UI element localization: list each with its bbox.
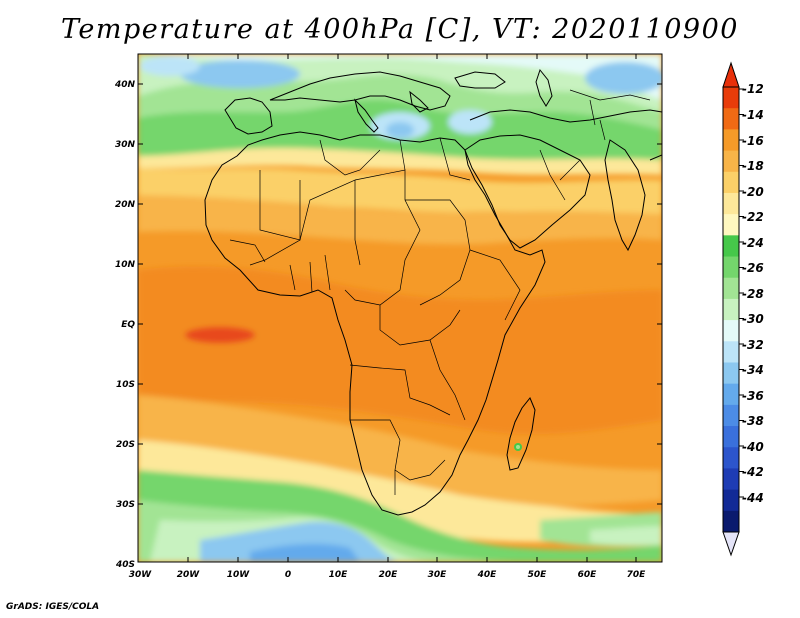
colorbar-label: -34 <box>742 363 764 377</box>
colorbar-segment <box>723 277 739 300</box>
colorbar-segment <box>723 192 739 215</box>
map-frame <box>137 53 663 563</box>
lat-label: 30N <box>115 140 136 150</box>
map-title: Temperature at 400hPa [C], VT: 202011090… <box>61 14 739 45</box>
colorbar-ticks <box>739 88 744 498</box>
temperature-field <box>138 54 662 562</box>
colorbar-segment <box>723 129 739 152</box>
colorbar-segment <box>723 426 739 448</box>
lat-label: 30S <box>116 500 135 510</box>
lon-label: 40E <box>477 570 498 580</box>
lon-label: 50E <box>528 570 548 580</box>
colorbar-segment <box>723 383 739 406</box>
colorbar-segment <box>723 214 739 236</box>
colorbar-segment <box>723 510 739 533</box>
colorbar-segment <box>723 171 739 194</box>
colorbar-top-arrow <box>722 61 740 88</box>
credit-text: GrADS: IGES/COLA <box>6 602 100 612</box>
colorbar-label: -20 <box>742 185 764 199</box>
country-borders <box>229 89 651 495</box>
colorbar-segment <box>723 150 739 173</box>
colorbar-segment <box>723 256 739 279</box>
colorbar-label: -22 <box>742 210 764 224</box>
colorbar-label: -44 <box>742 491 764 505</box>
colorbar: -12 -14 -16 -18 -20 -22 -24 -26 -28 -30 … <box>722 61 764 557</box>
colorbar-label: -26 <box>742 261 764 275</box>
lat-label: 10S <box>116 380 135 390</box>
colorbar-label: -24 <box>742 236 764 250</box>
colorbar-label: -28 <box>742 287 764 301</box>
colorbar-segments <box>722 86 740 533</box>
lat-label: 40S <box>115 560 135 570</box>
colorbar-segment <box>723 362 739 385</box>
lat-label: 40N <box>114 80 136 90</box>
axis-ticks <box>137 54 662 563</box>
lat-label: EQ <box>121 320 135 330</box>
lat-label: 10N <box>115 260 136 270</box>
lon-label: 10W <box>227 570 251 580</box>
colorbar-segment <box>723 298 739 321</box>
colorbar-segment <box>723 235 739 258</box>
lon-label: 20W <box>177 570 201 580</box>
lon-label: 0 <box>285 570 291 580</box>
colorbar-labels: -12 -14 -16 -18 -20 -22 -24 -26 -28 -30 … <box>742 82 764 505</box>
colorbar-segment <box>723 468 739 491</box>
colorbar-segment <box>723 108 739 130</box>
colorbar-segment <box>723 489 739 512</box>
lon-label: 30W <box>129 570 153 580</box>
colorbar-label: -30 <box>742 312 764 326</box>
lon-label: 60E <box>578 570 598 580</box>
colorbar-segment <box>723 87 739 109</box>
colorbar-segment <box>723 447 739 469</box>
colorbar-segment <box>723 341 739 363</box>
colorbar-label: -12 <box>742 82 764 96</box>
lat-label: 20N <box>115 200 136 210</box>
coastlines <box>204 68 662 516</box>
colorbar-label: -18 <box>742 159 764 173</box>
colorbar-label: -14 <box>742 108 764 122</box>
colorbar-label: -40 <box>742 440 764 454</box>
colorbar-bottom-arrow <box>722 531 740 557</box>
lon-label: 70E <box>627 570 647 580</box>
colorbar-label: -36 <box>742 389 764 403</box>
lon-label: 10E <box>329 570 349 580</box>
colorbar-segment <box>723 404 739 427</box>
longitude-axis: 30W 20W 10W 0 10E 20E 30E 40E 50E 60E 70… <box>129 570 646 580</box>
lon-label: 20E <box>379 570 399 580</box>
lat-label: 20S <box>116 440 135 450</box>
lon-label: 30E <box>428 570 448 580</box>
colorbar-segment <box>723 320 739 342</box>
latitude-axis: 40N 30N 20N 10N EQ 10S 20S 30S 40S <box>114 80 136 570</box>
colorbar-label: -42 <box>742 465 764 479</box>
colorbar-label: -32 <box>742 338 764 352</box>
colorbar-label: -16 <box>742 134 764 148</box>
colorbar-label: -38 <box>742 414 764 428</box>
